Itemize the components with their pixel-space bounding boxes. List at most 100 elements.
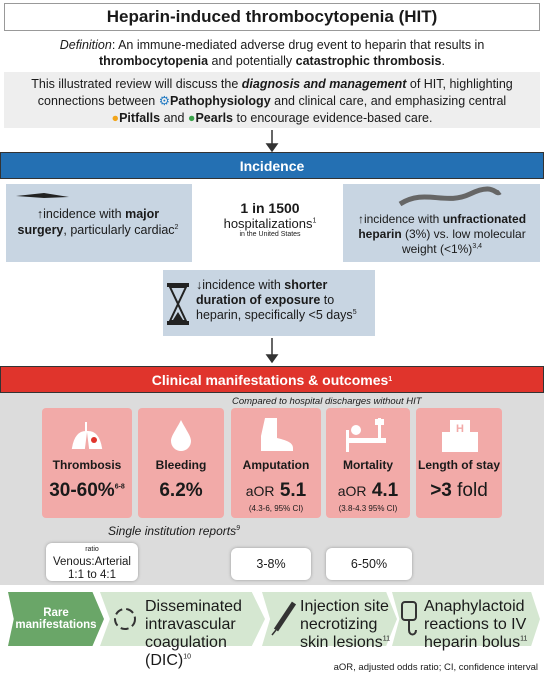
card-value: 30-60%6-8 [42, 480, 132, 502]
duration-box [163, 270, 375, 336]
emphasis: diagnosis and management [241, 77, 407, 91]
text: ↓incidence with [196, 278, 285, 292]
emphasis: shorter duration of exposure [196, 278, 328, 307]
text: ↑incidence with [36, 207, 126, 221]
card-label: Thrombosis [52, 458, 122, 472]
card: Amputation aOR 5.1 (4.3-6, 95% CI) [231, 408, 321, 518]
value: 30-60% [49, 480, 115, 501]
card-label: Amputation [242, 458, 310, 472]
text: hospitalizations [223, 216, 313, 231]
title: Heparin-induced thrombocytopenia (HIT) [4, 3, 540, 31]
text: to heparin, specifically <5 days [196, 293, 353, 322]
ci: (4.3-6, 95% CI) [248, 504, 304, 513]
card-value: 6.2% [159, 480, 203, 501]
incidence-heading: Incidence [0, 152, 544, 179]
lungs-icon [71, 422, 103, 449]
syringe-worm-icon [398, 186, 502, 207]
ratio-box: ratio Venous:Arterial 1:1 to 4:1 [46, 543, 138, 581]
iv-bag-icon [401, 601, 417, 636]
duration-text: ↓incidence with shorter duration of expo… [196, 278, 372, 323]
heparin-text: ↑incidence with unfractionated heparin (… [348, 212, 536, 257]
incidence-center: 1 in 1500 hospitalizations1 in the United … [195, 200, 345, 238]
intro: This illustrated review will discuss the… [4, 72, 540, 128]
keyword: Pearls [195, 111, 233, 125]
syringe-icon [271, 601, 297, 636]
text: and [160, 111, 188, 125]
card-label: Length of stay [417, 458, 500, 472]
text: (3%) vs. low molecular weight (<1%) [401, 227, 526, 256]
rare-text: Anaphylactoid reactions to IV heparin bo… [424, 598, 536, 652]
amputation-rate: 3-8% [231, 548, 311, 580]
single-institution: Single institution reports9 [108, 524, 240, 538]
text: This illustrated review will discuss the [31, 77, 242, 91]
ref: 3,4 [472, 243, 483, 250]
value: 4.1 [371, 480, 399, 501]
mortality-rate: 6-50% [326, 548, 412, 580]
value: 5.1 [279, 480, 307, 501]
text: Anaphylactoid reactions to IV heparin bo… [424, 598, 527, 651]
ref: 1 [312, 217, 317, 225]
ratio-range: 1:1 to 4:1 [68, 568, 116, 581]
svg-text:H: H [456, 423, 464, 435]
ref: 9 [236, 525, 240, 532]
text: ↑incidence with [357, 212, 443, 226]
prefix: aOR [337, 483, 367, 499]
location: in the United States [239, 231, 301, 238]
text: , particularly cardiac [63, 223, 175, 237]
card-value: aOR 5.1 [231, 480, 321, 502]
text: and potentially [208, 54, 296, 68]
ref: 11 [382, 635, 390, 643]
card: H Length of stay >3 fold [416, 408, 502, 518]
emphasis: major surgery [17, 207, 160, 237]
text: to encourage evidence-based care. [233, 111, 433, 125]
ratio-small: ratio [85, 545, 99, 553]
value: >3 [430, 480, 452, 501]
foot-icon [261, 418, 293, 451]
card: Mortality aOR 4.1 (3.8-4.3 95% CI) [326, 408, 410, 518]
card-label: Bleeding [155, 458, 207, 472]
definition: Definition: An immune-mediated adverse d… [20, 37, 524, 69]
text: Clinical manifestations & outcomes [151, 371, 389, 388]
card: Thrombosis 30-60%6-8 [42, 408, 132, 518]
surgery-text: ↑incidence with major surgery, particula… [12, 206, 184, 238]
keyword: Pitfalls [119, 111, 161, 125]
card-value: aOR 4.1 [326, 480, 410, 502]
text: Disseminated intravascular coagulation (… [145, 598, 242, 669]
note: Compared to hospital discharges without … [232, 396, 422, 407]
drop-icon [171, 420, 191, 451]
definition-label: Definition [59, 38, 112, 52]
suffix: fold [457, 480, 488, 501]
hospital-icon: H [442, 420, 478, 452]
rate: 1 in 1500 [240, 200, 300, 216]
ref: 5 [352, 308, 357, 316]
card-label: Mortality [342, 458, 393, 472]
text: . [441, 54, 445, 68]
bed-icon [346, 418, 386, 452]
rare-item [392, 592, 540, 646]
rare-item [100, 592, 265, 646]
emphasis: unfractionated heparin [358, 212, 527, 241]
rare-label: Rare manifestations [8, 592, 104, 646]
ref: 6-8 [114, 483, 125, 491]
ref: 2 [174, 223, 179, 231]
text: Single institution reports [108, 524, 237, 538]
ref: 10 [183, 653, 192, 661]
keyword: Pathophysiology [169, 94, 271, 108]
ref: 11 [520, 635, 528, 643]
rare-text: Disseminated intravascular coagulation (… [145, 598, 260, 670]
term: thrombocytopenia [99, 54, 209, 68]
scalpel-icon [16, 193, 69, 198]
card-value: >3 fold [416, 480, 502, 502]
text: : An immune-mediated adverse drug event … [111, 38, 485, 52]
text: of HIT, highlighting connections between [37, 77, 513, 108]
term: catastrophic thrombosis [295, 54, 442, 68]
dic-icon [114, 608, 136, 630]
ratio-text: Venous:Arterial [53, 555, 131, 568]
hourglass-icon [167, 283, 189, 325]
prefix: aOR [245, 483, 275, 499]
clinical-heading: Clinical manifestations & outcomes 1 [0, 366, 544, 393]
text: and clinical care, and emphasizing centr… [270, 94, 507, 108]
text: Injection site necrotizing skin lesions [300, 598, 389, 651]
